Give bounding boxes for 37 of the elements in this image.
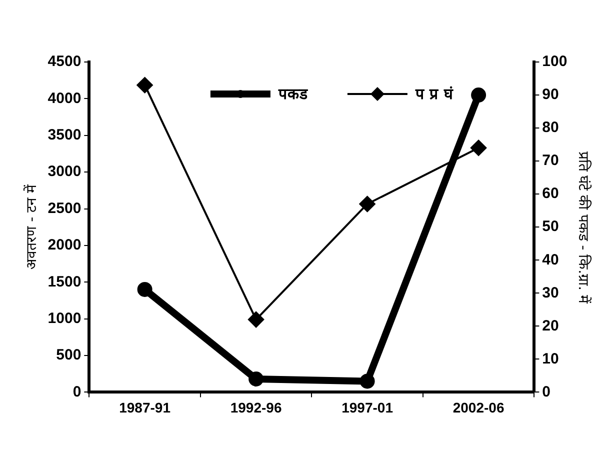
y2-tick-label: 100 <box>542 53 568 70</box>
y2-tick-label: 20 <box>542 317 559 334</box>
legend-label: पकड <box>277 84 308 103</box>
y-tick-label: 0 <box>72 383 82 400</box>
point <box>137 282 152 297</box>
y2-tick-label: 90 <box>542 86 559 104</box>
point <box>470 140 487 156</box>
point <box>359 196 376 212</box>
y2-tick-label: 30 <box>542 284 559 302</box>
y-tick-label: 4000 <box>48 90 82 107</box>
y-tick-label: 1500 <box>48 273 82 290</box>
point <box>136 77 153 94</box>
y2-tick-label: 60 <box>542 185 559 202</box>
y-tick-label: 3500 <box>48 126 82 144</box>
y2-tick-label: 40 <box>542 251 559 268</box>
x-tick-label: 1992-96 <box>230 399 282 416</box>
y2-tick-label: 70 <box>542 152 559 170</box>
y-tick-label: 2500 <box>48 200 82 217</box>
y-tick-label: 4500 <box>48 53 82 70</box>
point <box>471 88 486 103</box>
x-tick-label: 1987-91 <box>119 399 171 416</box>
y2-tick-label: 10 <box>542 350 559 368</box>
legend-label: प प्र घं <box>414 84 454 103</box>
point <box>248 312 264 328</box>
x-tick-label: 2002-06 <box>452 399 504 416</box>
y2-tick-label: 80 <box>542 119 559 136</box>
y-tick-label: 500 <box>56 346 82 364</box>
y-axis-title: अवतरण - टन में <box>23 184 40 270</box>
y-tick-label: 3000 <box>48 163 82 180</box>
y2-tick-label: 50 <box>542 218 559 236</box>
y-tick-label: 1000 <box>48 310 82 327</box>
y2-tick-label: 0 <box>542 383 551 400</box>
x-tick-label: 1997-01 <box>342 399 394 416</box>
y2-axis-title: प्रति घंटे की पकड - कि.ग्रा. में <box>574 151 592 304</box>
y-tick-label: 2000 <box>48 236 82 254</box>
point <box>248 371 264 386</box>
point <box>360 374 375 389</box>
